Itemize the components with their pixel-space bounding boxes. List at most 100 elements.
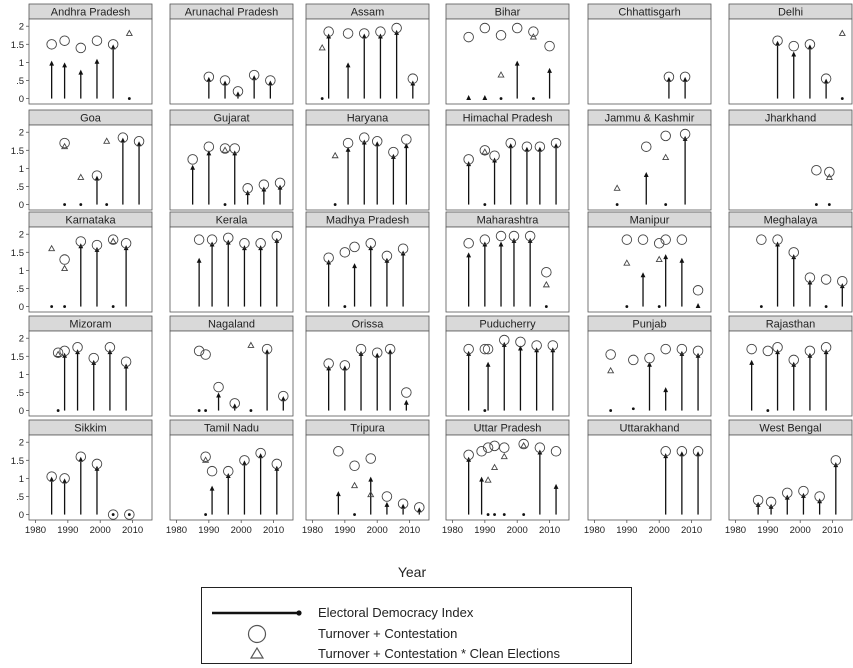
panel: Orissa: [305, 315, 430, 417]
edi-arrowhead: [403, 399, 409, 405]
edi-arrowhead: [326, 259, 332, 265]
turnover-contestation-marker: [505, 137, 516, 149]
turnover-contestation-marker: [746, 343, 757, 355]
panel-plot-area: [445, 226, 570, 313]
turnover-contestation-marker: [381, 491, 393, 502]
clean-elections-marker: [109, 237, 117, 244]
clean-elections-marker: [318, 44, 326, 51]
turnover-contestation-marker: [660, 343, 671, 355]
panel-title: Bihar: [495, 7, 521, 19]
panel-title: Manipur: [630, 215, 670, 227]
edi-arrowhead: [123, 245, 129, 251]
turnover-contestation-marker: [59, 345, 70, 357]
panel: Maharashtra: [445, 211, 570, 313]
turnover-contestation-marker: [482, 442, 494, 453]
turnover-contestation-marker: [258, 179, 270, 190]
panel-plot-area: [728, 226, 853, 313]
y-tick-label: .5: [16, 76, 24, 87]
edi-arrowhead: [196, 257, 202, 263]
panel-plot-area: [728, 124, 853, 211]
turnover-contestation-marker: [463, 154, 474, 165]
y-tick-label: 1.5: [11, 456, 24, 467]
turnover-contestation-marker: [59, 254, 70, 265]
edi-arrowhead: [498, 241, 504, 247]
turnover-contestation-marker: [75, 236, 87, 247]
panel-title: Goa: [80, 113, 102, 125]
panel: Meghalaya: [728, 211, 853, 313]
turnover-contestation-marker: [476, 446, 487, 457]
legend-item-eid: Electoral Democracy Index: [202, 602, 631, 624]
edi-arrowhead: [466, 456, 472, 462]
edi-arrowhead: [352, 263, 357, 269]
panel: Jharkhand: [728, 109, 853, 211]
turnover-contestation-marker: [255, 447, 266, 459]
edi-point: [353, 513, 356, 516]
turnover-contestation-marker: [820, 73, 832, 84]
edi-arrowhead: [225, 472, 231, 478]
clean-elections-marker: [103, 137, 111, 144]
edi-point: [483, 409, 487, 412]
edi-point: [486, 513, 490, 516]
turnover-contestation-marker: [788, 354, 799, 366]
turnover-contestation-marker: [547, 340, 559, 351]
turnover-contestation-marker: [479, 145, 491, 156]
panel: Chhattisgarh: [587, 3, 712, 105]
edi-arrowhead: [394, 29, 400, 35]
turnover-contestation-marker: [692, 446, 704, 457]
edi-arrowhead: [682, 135, 688, 141]
edi-arrowhead: [492, 157, 497, 163]
panel: Jammu & Kashmir: [587, 109, 712, 211]
turnover-contestation-marker: [342, 137, 354, 149]
edi-arrowhead: [466, 94, 472, 100]
edi-point: [111, 513, 115, 516]
turnover-contestation-marker: [531, 340, 542, 351]
turnover-contestation-marker: [407, 73, 419, 84]
turnover-contestation-marker: [120, 238, 132, 249]
panel: Assam: [305, 3, 430, 105]
turnover-contestation-marker: [239, 238, 250, 249]
edi-arrowhead: [823, 78, 829, 84]
clean-elections-marker: [825, 173, 833, 180]
y-tick-label: 1.5: [11, 248, 24, 259]
panel-plot-area: [587, 18, 712, 105]
edi-arrowhead: [466, 252, 472, 258]
panel-plot-area: [445, 434, 570, 521]
edi-arrowhead: [342, 365, 348, 371]
turnover-contestation-marker: [605, 349, 616, 360]
edi-point: [609, 409, 613, 412]
x-tick-label: 2000: [790, 525, 811, 536]
panel: Puducherry: [445, 315, 570, 417]
turnover-contestation-marker: [271, 230, 283, 242]
turnover-contestation-marker: [463, 238, 474, 249]
edi-arrowhead: [666, 76, 672, 82]
edi-arrowhead: [274, 465, 280, 471]
y-tick-label: .5: [16, 388, 24, 399]
edi-point: [827, 203, 831, 206]
edi-point: [483, 203, 487, 206]
x-tick-label: 1990: [616, 525, 637, 536]
turnover-contestation-marker: [804, 345, 816, 357]
turnover-contestation-marker: [203, 71, 215, 83]
edi-arrowhead: [374, 141, 380, 147]
edi-arrowhead: [123, 363, 129, 369]
turnover-contestation-marker: [495, 230, 507, 242]
panel-title: Assam: [351, 7, 385, 19]
edi-arrowhead: [775, 40, 780, 46]
edi-arrowhead: [242, 460, 247, 466]
x-tick-label: 2000: [90, 525, 111, 536]
edi-arrowhead: [190, 164, 196, 170]
x-tick-label: 2000: [367, 525, 388, 536]
turnover-contestation-marker: [782, 487, 793, 499]
turnover-contestation-marker: [660, 234, 671, 245]
panel: Uttarakhand 1980 1990 2000 2010: [584, 419, 712, 536]
turnover-contestation-marker: [88, 352, 99, 364]
turnover-contestation-marker: [265, 75, 276, 86]
clean-elections-marker: [520, 441, 528, 449]
edi-point: [63, 203, 67, 206]
turnover-contestation-marker: [499, 334, 510, 346]
turnover-contestation-marker: [371, 136, 383, 147]
x-tick-label: 1980: [442, 525, 463, 536]
panel-title: Tripura: [350, 423, 385, 435]
clean-elections-marker: [367, 490, 375, 498]
edi-arrowhead: [91, 359, 97, 365]
